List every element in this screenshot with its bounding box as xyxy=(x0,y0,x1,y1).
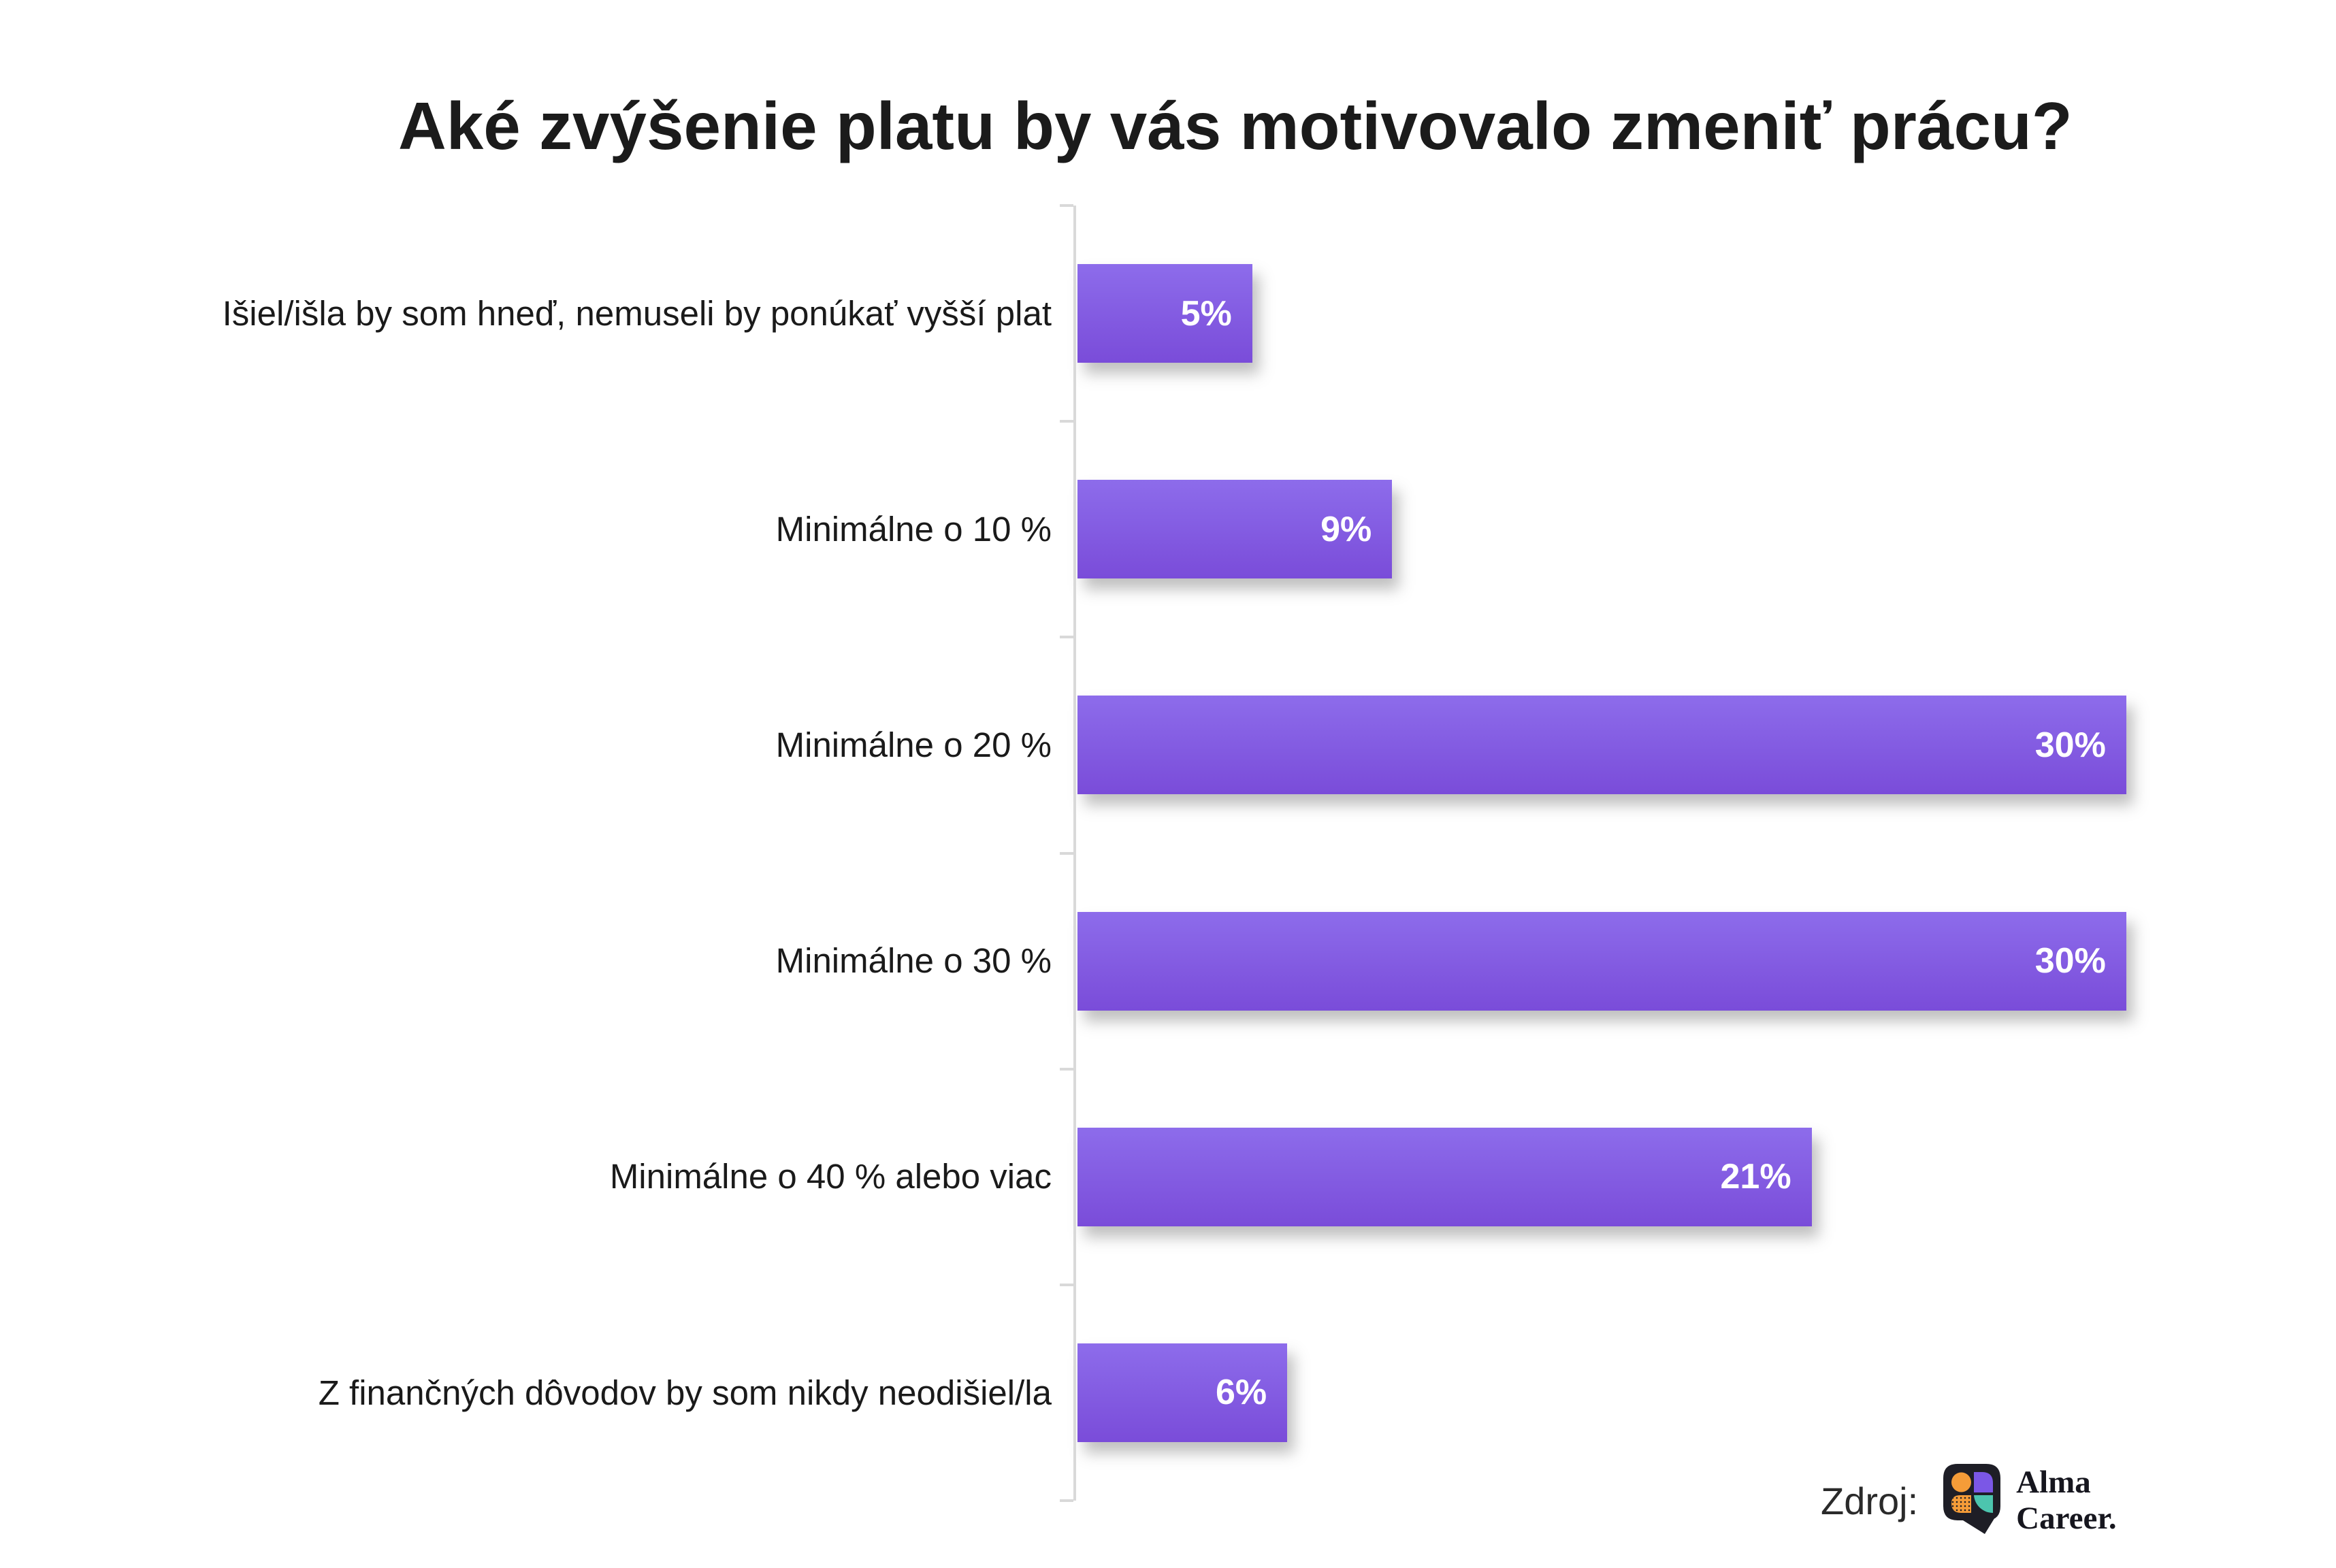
value-label: 6% xyxy=(1216,1373,1267,1413)
bar: 9% xyxy=(1077,480,1393,579)
bar: 6% xyxy=(1077,1343,1288,1442)
y-axis-line xyxy=(1060,204,1076,1502)
axis-tick xyxy=(1060,1283,1073,1286)
alma-career-logo-icon xyxy=(1943,1463,2005,1538)
brand-wordmark: Alma Career. xyxy=(2016,1465,2116,1537)
plot-area: Išiel/išla by som hneď, nemuseli by ponú… xyxy=(0,206,2336,1501)
chart-row: Išiel/išla by som hneď, nemuseli by ponú… xyxy=(0,206,2336,421)
chart-row: Minimálne o 10 % 9% xyxy=(0,421,2336,637)
value-label: 30% xyxy=(2034,725,2106,765)
value-label: 30% xyxy=(2034,941,2106,981)
category-label: Minimálne o 40 % alebo viac xyxy=(609,1157,1052,1196)
bar-track: 21% xyxy=(1077,1127,2336,1226)
category-label: Minimálne o 20 % xyxy=(775,725,1052,765)
value-label: 5% xyxy=(1180,293,1232,333)
axis-tick xyxy=(1060,1499,1073,1502)
axis-tick xyxy=(1060,636,1073,639)
category-label: Minimálne o 10 % xyxy=(775,509,1052,549)
bar: 30% xyxy=(1077,911,2126,1011)
axis-tick xyxy=(1060,851,1073,855)
chart-row: Minimálne o 20 % 30% xyxy=(0,637,2336,853)
value-label: 21% xyxy=(1720,1157,1791,1197)
bar: 21% xyxy=(1077,1127,1812,1226)
bar-track: 9% xyxy=(1077,480,2336,579)
bar: 30% xyxy=(1077,696,2126,795)
bar-track: 30% xyxy=(1077,911,2336,1011)
bar-track: 30% xyxy=(1077,696,2336,795)
category-label: Išiel/išla by som hneď, nemuseli by ponú… xyxy=(222,293,1052,333)
chart-row: Z finančných dôvodov by som nikdy neodiš… xyxy=(0,1285,2336,1501)
chart-row: Minimálne o 30 % 30% xyxy=(0,853,2336,1069)
bar-track: 6% xyxy=(1077,1343,2336,1442)
brand-line-1: Alma xyxy=(2016,1465,2091,1500)
axis-tick xyxy=(1060,420,1073,423)
brand-line-2: Career. xyxy=(2016,1501,2117,1536)
source-footer: Zdroj: xyxy=(1821,1460,2117,1541)
source-label: Zdroj: xyxy=(1821,1479,1919,1522)
axis-tick xyxy=(1060,204,1073,207)
category-label: Z finančných dôvodov by som nikdy neodiš… xyxy=(318,1373,1052,1412)
value-label: 9% xyxy=(1320,509,1372,549)
axis-tick xyxy=(1060,1067,1073,1071)
bar-track: 5% xyxy=(1077,264,2336,363)
chart-title: Aké zvýšenie platu by vás motivovalo zme… xyxy=(398,88,2073,163)
category-label: Minimálne o 30 % xyxy=(775,941,1052,981)
bar: 5% xyxy=(1077,264,1252,363)
chart-row: Minimálne o 40 % alebo viac 21% xyxy=(0,1069,2336,1285)
